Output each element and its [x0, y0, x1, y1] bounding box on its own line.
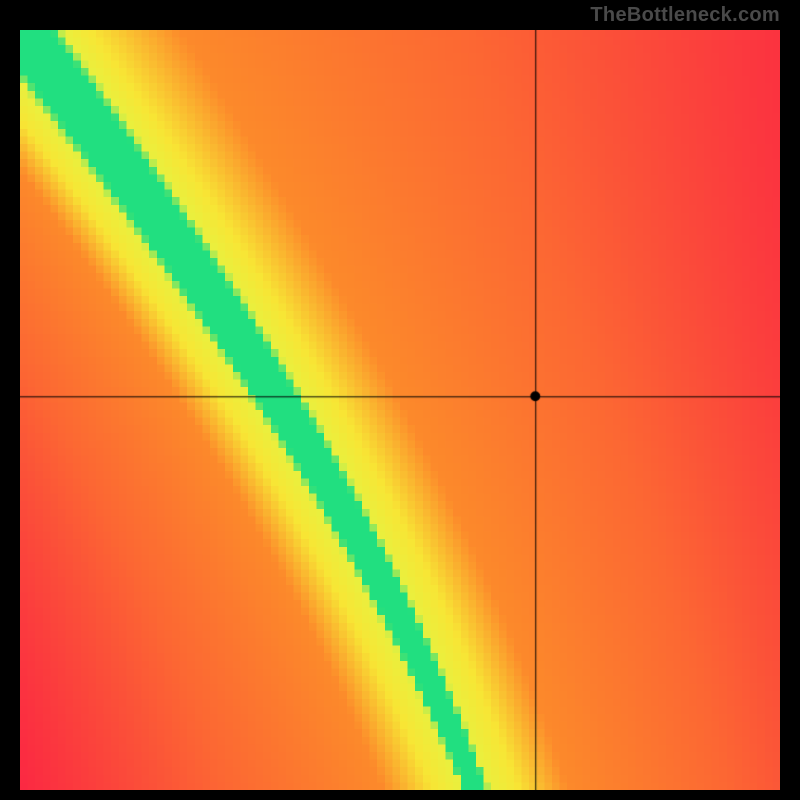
- crosshair-overlay: [20, 30, 780, 790]
- chart-container: TheBottleneck.com: [0, 0, 800, 800]
- watermark-text: TheBottleneck.com: [590, 4, 780, 27]
